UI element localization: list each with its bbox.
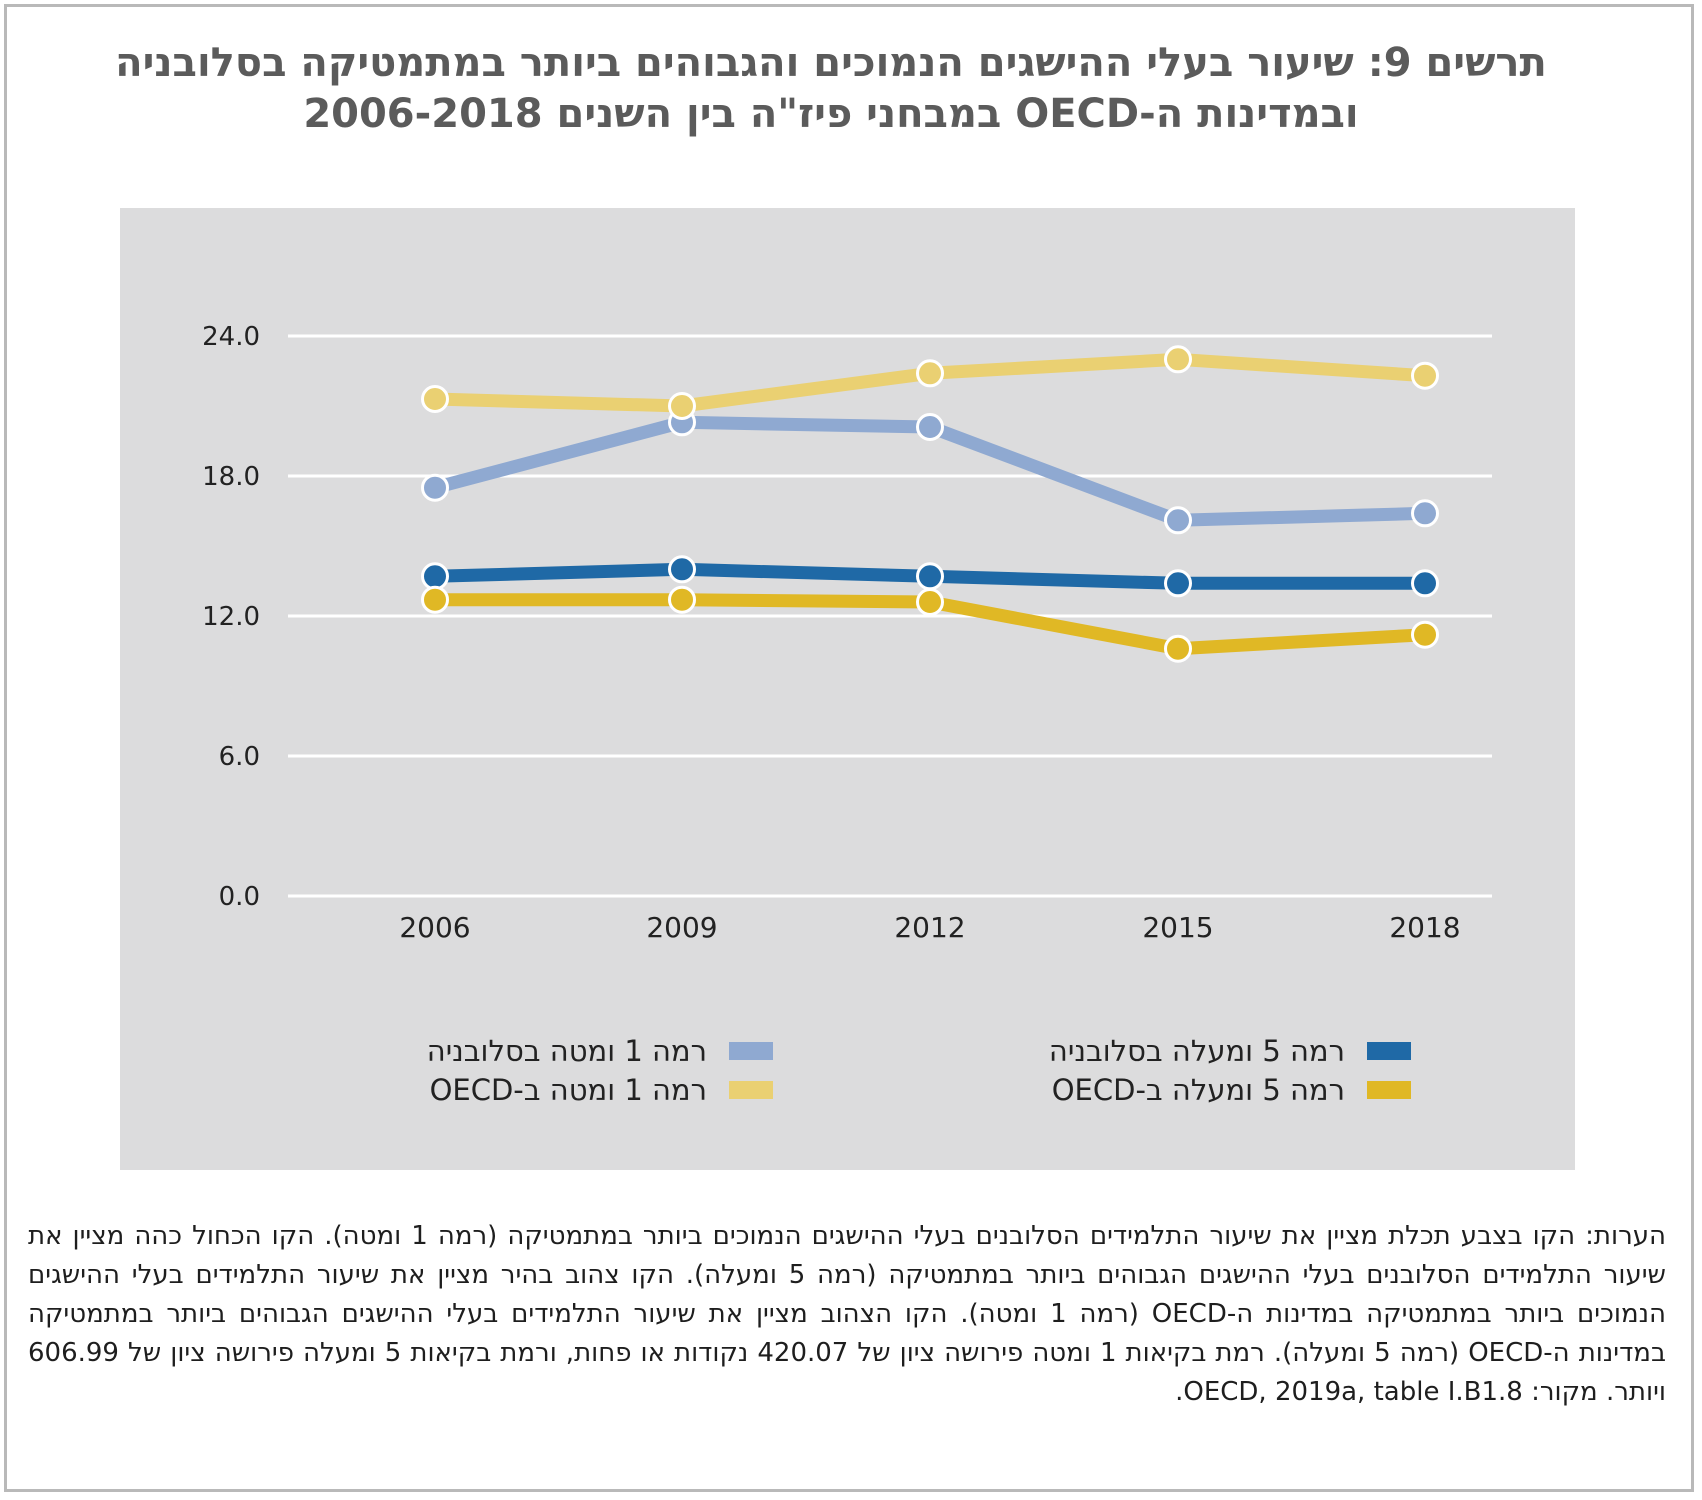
y-tick-label: 24.0 — [202, 322, 260, 352]
chart-title-line-2: ובמדינות ה-OECD במבחני פיז"ה בין השנים 2… — [303, 91, 1359, 137]
chart-panel: 0.0 6.0 12.0 18.0 24.0 2006 2009 2012 2015 2018 … — [120, 208, 1575, 1170]
x-tick-label: 2018 — [1389, 911, 1460, 944]
x-tick-label: 2012 — [894, 911, 965, 944]
legend: רמה 1 ומטה בסלובניה רמה 1 ומטה ב-OECD רמה … — [427, 1034, 1411, 1107]
legend-swatch — [1367, 1081, 1411, 1099]
data-point — [421, 473, 449, 502]
data-point — [1411, 361, 1439, 390]
x-tick-label: 2015 — [1142, 911, 1213, 944]
legend-swatch — [729, 1081, 773, 1099]
legend-label: רמה 5 ומעלה ב-OECD — [1052, 1073, 1345, 1107]
figure-frame — [4, 4, 1694, 1492]
data-point — [1164, 634, 1192, 663]
legend-swatch — [729, 1042, 773, 1060]
x-tick-label: 2006 — [399, 911, 470, 944]
data-point — [1164, 506, 1192, 535]
legend-label: רמה 1 ומטה ב-OECD — [430, 1073, 707, 1107]
x-axis-tick-labels: 2006 2009 2012 2015 2018 — [399, 911, 1460, 944]
data-point — [1164, 569, 1192, 598]
x-tick-label: 2009 — [646, 911, 717, 944]
y-tick-label: 0.0 — [219, 882, 260, 912]
data-point — [421, 585, 449, 614]
y-tick-label: 12.0 — [202, 602, 260, 632]
data-point — [421, 562, 449, 591]
legend-swatch — [1367, 1042, 1411, 1060]
line-chart: 0.06.012.018.024.0 2006 2009 2012 2015 2018 … — [202, 322, 1492, 1107]
legend-label: רמה 5 ומעלה בסלובניה — [1049, 1034, 1345, 1068]
y-tick-label: 18.0 — [202, 462, 260, 492]
chart-title: תרשים 9: שיעור בעלי ההישגים הנמוכים והגב… — [60, 38, 1602, 140]
chart-title-line-1: תרשים 9: שיעור בעלי ההישגים הנמוכים והגב… — [115, 40, 1547, 86]
y-axis-tick-labels: 0.0 6.0 12.0 18.0 24.0 — [202, 322, 260, 912]
legend-label: רמה 1 ומטה בסלובניה — [427, 1034, 707, 1068]
series-points — [421, 345, 1439, 663]
data-point — [916, 359, 944, 388]
data-point — [1411, 499, 1439, 528]
data-point — [421, 385, 449, 413]
data-point — [668, 555, 696, 584]
data-point — [916, 588, 944, 616]
data-point — [1164, 345, 1192, 374]
data-point — [668, 392, 696, 420]
y-tick-label: 6.0 — [219, 742, 260, 772]
data-point — [668, 585, 696, 614]
data-point — [1411, 620, 1439, 649]
chart-notes: הערות: הקו בצבע תכלת מציין את שיעור התלמ… — [28, 1221, 1667, 1407]
data-point — [1411, 569, 1439, 598]
data-point — [916, 413, 944, 441]
data-point — [916, 562, 944, 591]
